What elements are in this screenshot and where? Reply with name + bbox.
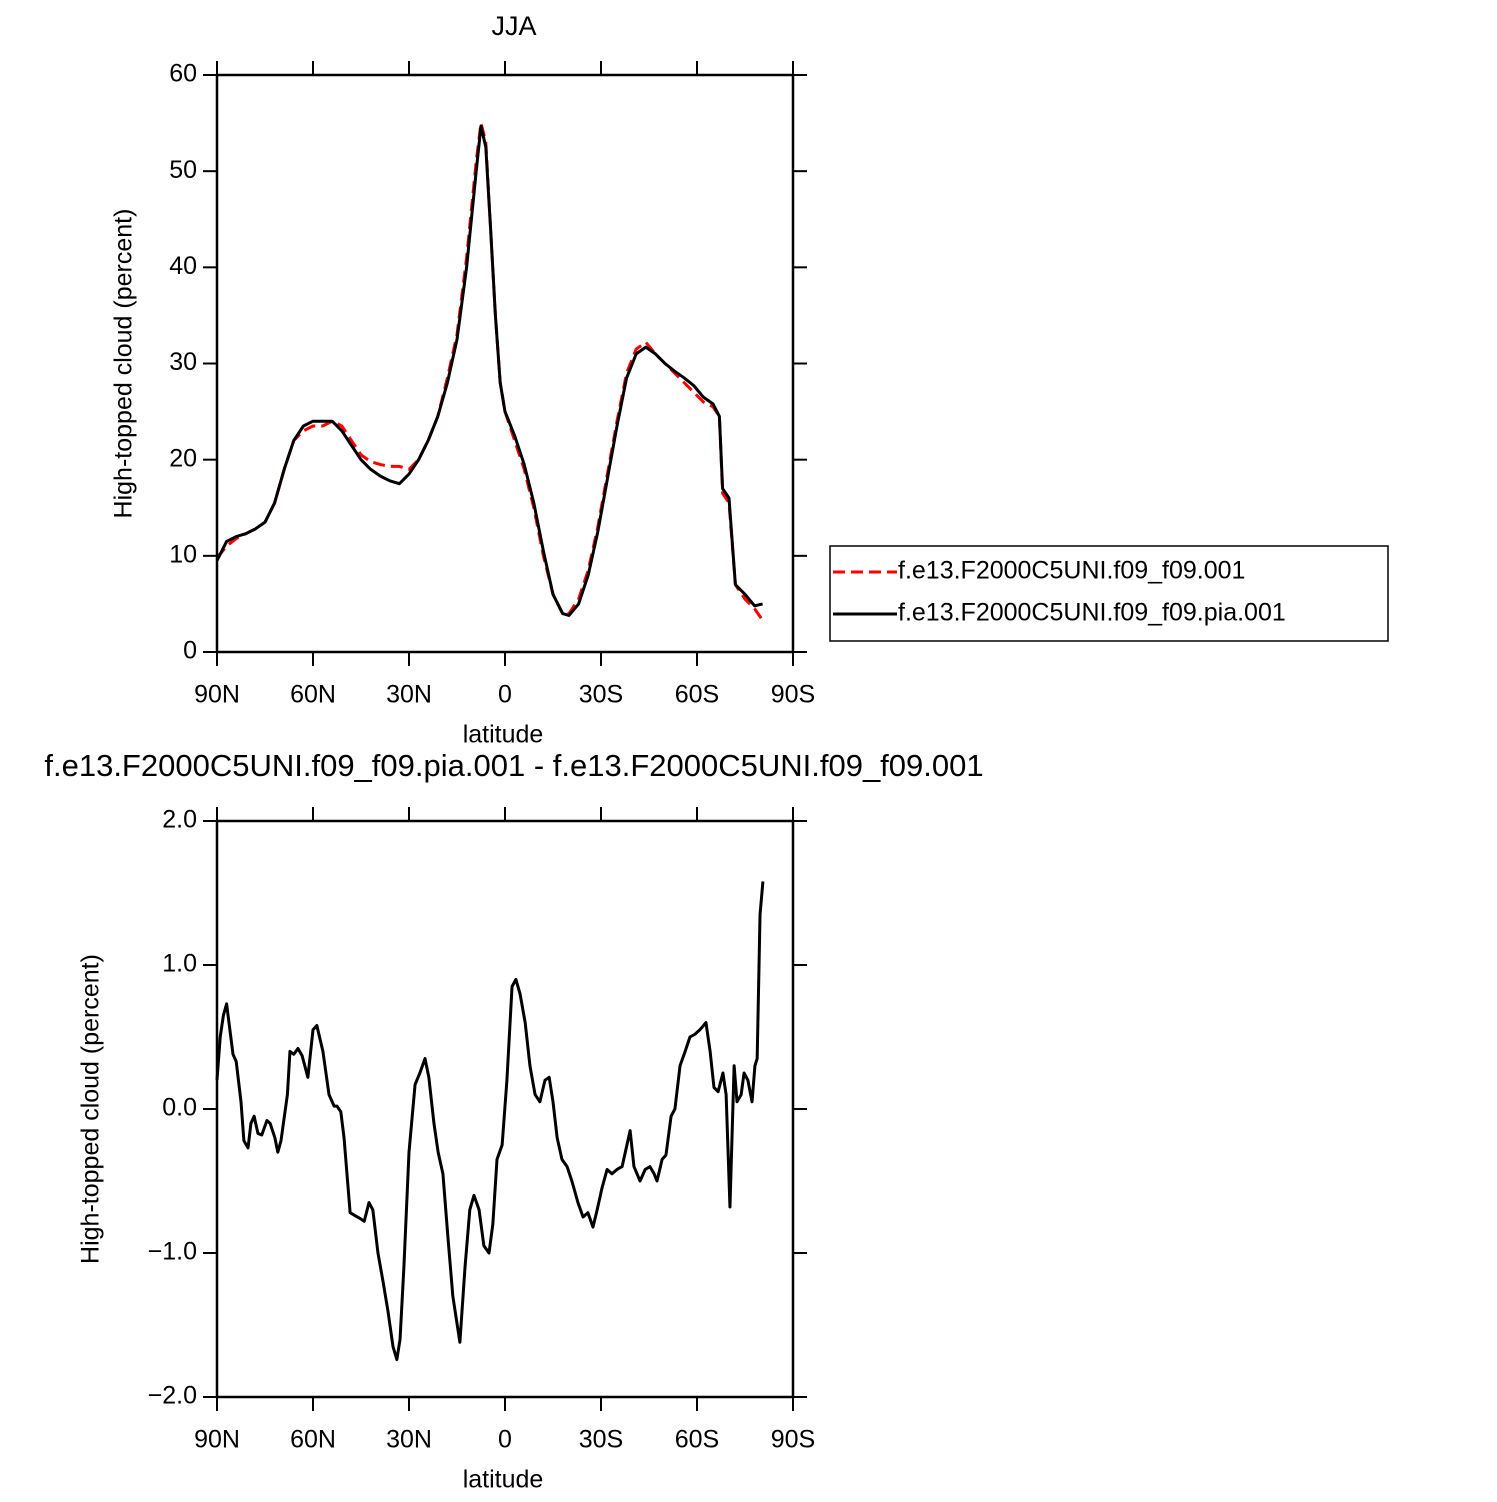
x-tick-label: 90N: [194, 1426, 240, 1454]
y-tick-label: 0.0: [162, 1094, 197, 1122]
x-tick-label: 30N: [386, 681, 432, 709]
legend-label: f.e13.F2000C5UNI.f09_f09.001: [898, 557, 1245, 585]
series-line: [215, 881, 765, 1362]
chart-title: JJA: [491, 11, 536, 41]
plot-frame: [215, 73, 795, 654]
y-axis-label: High-topped cloud (percent): [110, 209, 138, 519]
y-tick-label: 1.0: [162, 950, 197, 978]
x-tick-label: 60S: [675, 681, 719, 709]
x-tick-label: 90N: [194, 681, 240, 709]
y-tick-label: 10: [169, 540, 197, 568]
x-tick-label: 90S: [771, 681, 815, 709]
plot-frame: [215, 819, 795, 1399]
y-tick-label: 60: [169, 60, 197, 88]
y-tick-label: 2.0: [162, 806, 197, 834]
y-tick-label: 0: [183, 637, 197, 665]
y-tick-label: −2.0: [148, 1382, 197, 1410]
series-line: [215, 124, 763, 617]
legend-label: f.e13.F2000C5UNI.f09_f09.pia.001: [898, 599, 1286, 627]
x-tick-label: 0: [498, 681, 512, 709]
x-tick-label: 60S: [675, 1426, 719, 1454]
y-axis-label: High-topped cloud (percent): [77, 954, 105, 1264]
legend-box: [829, 545, 1389, 642]
x-tick-label: 60N: [290, 681, 336, 709]
x-tick-label: 30S: [579, 1426, 623, 1454]
x-tick-label: 60N: [290, 1426, 336, 1454]
x-axis-label: latitude: [463, 721, 544, 749]
x-axis-label: latitude: [463, 1466, 544, 1494]
y-tick-label: 20: [169, 444, 197, 472]
x-tick-label: 0: [498, 1426, 512, 1454]
y-tick-label: 30: [169, 348, 197, 376]
x-tick-label: 90S: [771, 1426, 815, 1454]
y-tick-label: −1.0: [148, 1238, 197, 1266]
y-tick-label: 40: [169, 252, 197, 280]
x-tick-label: 30S: [579, 681, 623, 709]
y-tick-label: 50: [169, 156, 197, 184]
x-tick-label: 30N: [386, 1426, 432, 1454]
chart-title: f.e13.F2000C5UNI.f09_f09.pia.001 - f.e13…: [44, 748, 983, 783]
